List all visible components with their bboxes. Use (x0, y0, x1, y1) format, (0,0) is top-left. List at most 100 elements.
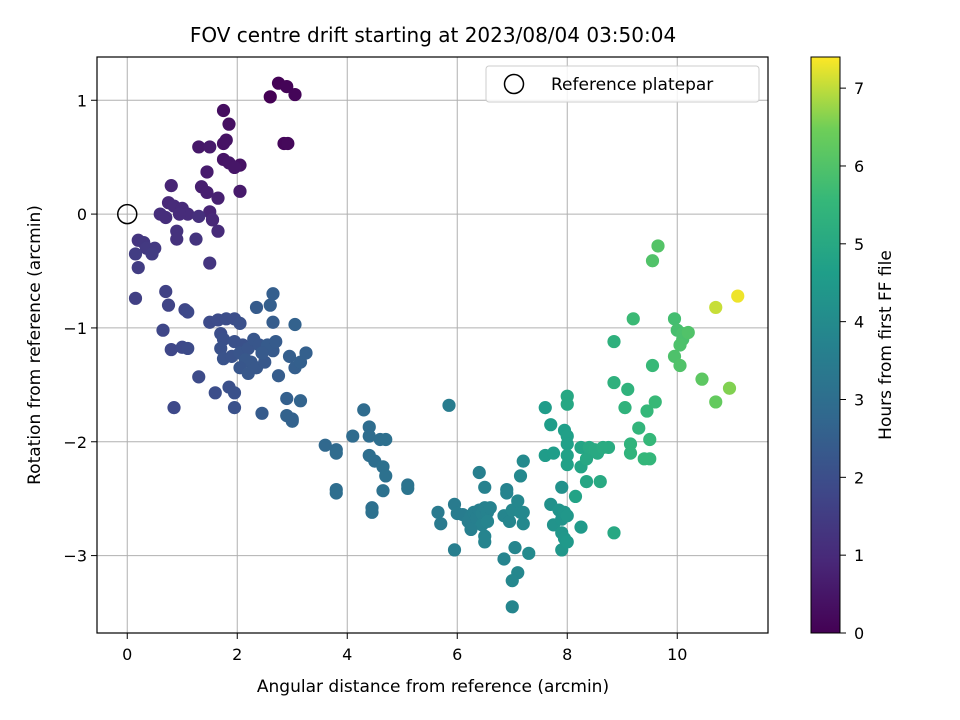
chart-title: FOV centre drift starting at 2023/08/04 … (190, 23, 676, 47)
data-point (269, 334, 283, 349)
data-point (170, 232, 184, 246)
data-point (538, 401, 552, 415)
data-point (607, 526, 621, 540)
colorbar-tick-label: 6 (854, 157, 864, 176)
legend-marker-reference (503, 73, 525, 95)
data-point (249, 300, 264, 315)
data-point (643, 432, 657, 447)
data-point (574, 520, 588, 534)
data-point (329, 446, 343, 460)
data-point (447, 543, 462, 557)
data-point (546, 446, 561, 460)
data-point (280, 79, 294, 94)
y-tick-label: −1 (63, 319, 87, 338)
data-point (579, 475, 594, 489)
legend: Reference platepar (485, 65, 760, 103)
data-point (623, 446, 638, 460)
data-point (164, 342, 178, 357)
data-point (131, 260, 145, 275)
data-point (483, 501, 497, 515)
colorbar-tick-label: 4 (854, 313, 864, 332)
y-tick-label: 0 (77, 205, 87, 224)
data-point (505, 600, 519, 614)
data-point (203, 140, 217, 154)
y-axis-ticks: −3 −2 −1 0 1 (63, 91, 97, 566)
colorbar-tick-label: 0 (854, 624, 864, 643)
data-point (623, 437, 638, 451)
data-point (271, 369, 286, 383)
colorbar-tick-label: 1 (854, 546, 864, 565)
data-point (709, 395, 723, 409)
data-point (648, 395, 662, 409)
data-point (216, 103, 231, 118)
data-point (695, 372, 709, 386)
data-point (522, 546, 536, 560)
data-point (464, 522, 478, 537)
data-point (281, 136, 295, 151)
data-point (607, 334, 621, 349)
data-point (214, 341, 228, 356)
data-point (200, 165, 214, 179)
data-point (189, 232, 203, 246)
data-points (128, 76, 745, 614)
data-point (192, 209, 206, 223)
data-point (431, 505, 445, 519)
data-point (181, 341, 195, 356)
x-tick-label: 10 (667, 645, 687, 664)
data-point (159, 210, 173, 225)
data-point (181, 305, 195, 319)
colorbar-tick-label: 7 (854, 79, 864, 98)
data-point (560, 397, 574, 411)
data-point (560, 509, 574, 523)
data-point (673, 358, 687, 373)
data-point (497, 552, 511, 566)
data-point (568, 489, 583, 503)
y-tick-label: −3 (63, 547, 87, 566)
data-point (156, 323, 170, 337)
data-point (159, 284, 173, 299)
data-point (208, 386, 222, 400)
data-point (673, 338, 687, 352)
x-tick-label: 2 (232, 645, 242, 664)
x-axis-label: Angular distance from reference (arcmin) (257, 677, 609, 697)
data-point (640, 404, 654, 418)
data-point (205, 213, 220, 227)
data-point (626, 312, 640, 326)
plot-frame (96, 56, 769, 634)
data-point (601, 440, 616, 455)
colorbar-gradient (810, 56, 841, 634)
data-point (288, 317, 302, 332)
data-point (379, 469, 393, 483)
data-point (516, 505, 530, 519)
data-point (667, 312, 682, 326)
data-point (376, 484, 390, 498)
colorbar-ticks: 0 1 2 3 4 5 6 7 (840, 79, 864, 643)
data-point (632, 421, 646, 435)
data-point (299, 346, 313, 360)
data-point (579, 452, 594, 466)
x-tick-label: 4 (342, 645, 352, 664)
data-point (357, 403, 371, 417)
data-point (681, 325, 695, 340)
data-point (164, 179, 178, 193)
data-point (709, 300, 723, 315)
data-point (505, 574, 519, 588)
data-point (227, 386, 242, 400)
colorbar: 0 1 2 3 4 5 6 7 Hours from first FF file (810, 56, 896, 643)
data-point (362, 429, 376, 443)
reference-platepar-marker (117, 203, 138, 225)
data-point (645, 358, 660, 373)
data-point (318, 438, 332, 452)
data-point (172, 207, 187, 221)
data-point (255, 346, 269, 360)
data-point (555, 480, 569, 494)
reference-point (117, 203, 138, 225)
data-point (203, 256, 217, 270)
data-point (722, 381, 737, 395)
data-point (560, 535, 574, 549)
data-point (145, 247, 159, 261)
data-point (511, 494, 525, 508)
data-point (222, 117, 236, 131)
data-point (442, 398, 456, 412)
